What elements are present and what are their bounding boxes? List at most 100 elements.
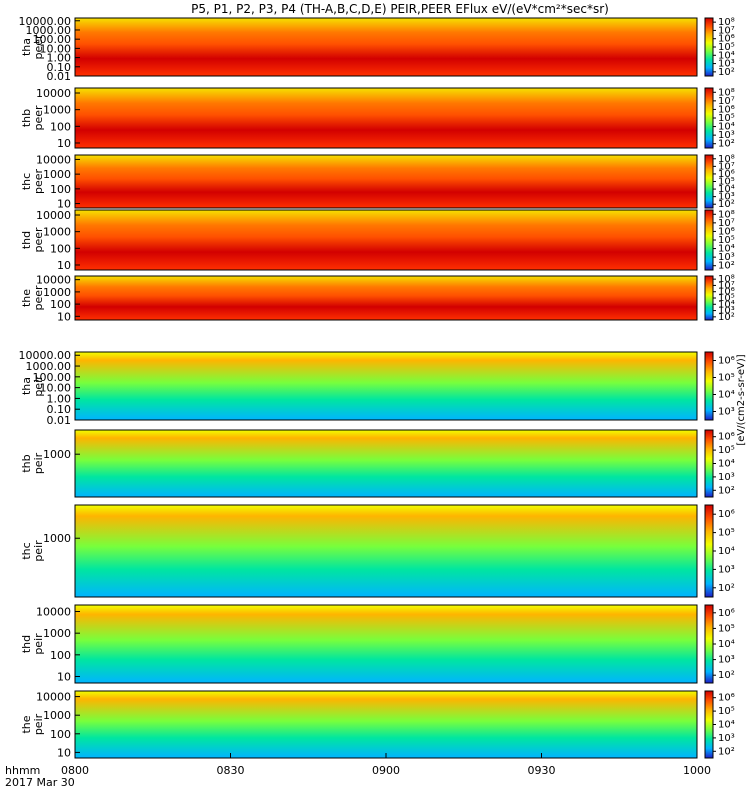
colorbar-tick-label: 10⁴: [718, 639, 735, 650]
colorbar-tick-label: 10⁷: [718, 280, 735, 291]
spectrogram-tha-peir: [75, 352, 697, 420]
y-axis-species: peer: [32, 285, 45, 311]
colorbar-tick-label: 10⁵: [718, 528, 735, 539]
colorbar-tick-label: 10⁸: [718, 17, 735, 28]
y-tick-label: 100: [50, 120, 71, 133]
colorbar-tick-label: 10⁵: [718, 445, 735, 456]
colorbar: [704, 209, 714, 271]
colorbar-tick-label: 10²: [718, 199, 735, 210]
colorbar-tick-label: 10⁷: [718, 25, 735, 36]
y-tick-label: 100.00: [33, 33, 72, 46]
y-tick-label: 1000: [43, 286, 71, 299]
colorbar-tick-label: 10²: [718, 583, 735, 594]
y-tick-label: 100.00: [33, 371, 72, 384]
colorbar-tick-label: 10²: [718, 261, 735, 272]
spectrogram-thb-peir: [75, 430, 697, 497]
panel-the-peir: 10000 1000 100 10 the peir 10⁶ 10⁵ 10⁴ 10³ 10²: [20, 690, 735, 759]
colorbar: [704, 429, 714, 498]
colorbar-tick-label: 10³: [718, 59, 735, 70]
colorbar-tick-label: 10³: [718, 564, 735, 575]
colorbar-tick-label: 10³: [718, 407, 735, 418]
colorbar-tick-label: 10⁵: [718, 235, 735, 246]
colorbar-tick-label: 10⁴: [718, 546, 735, 557]
panel-thb-peir: 1000 thb peir 10⁶ 10⁵ 10⁴ 10³ 10²: [20, 429, 735, 498]
colorbar-tick-label: 10³: [718, 130, 735, 141]
colorbar-tick-label: 10⁶: [718, 287, 735, 298]
colorbar-tick-label: 10⁵: [718, 177, 735, 188]
y-axis-species: peir: [32, 375, 45, 397]
colorbar-tick-label: 10⁷: [718, 218, 735, 229]
colorbar-tick-label: 10²: [718, 746, 735, 757]
colorbar: [704, 275, 714, 321]
panels: 10000.001000.00100.0010.001.000.100.01th…: [19, 15, 735, 760]
colorbar-tick-label: 10³: [718, 192, 735, 203]
spectrogram-thc-peir: [75, 505, 697, 597]
panel-frame: [74, 275, 698, 321]
panel-thd-peir: 10000 1000 100 10 thd peir 10⁶ 10⁵ 10⁴ 10³ 10²: [20, 604, 735, 684]
colorbar-tick-label: 10⁶: [718, 169, 735, 180]
y-axis-probe: tha: [20, 38, 33, 56]
xaxis-label-date: 2017 Mar 30: [5, 776, 75, 789]
x-tick-label: 0900: [372, 764, 400, 777]
colorbar-tick-label: 10⁶: [718, 693, 735, 704]
y-axis-probe: thb: [20, 454, 33, 472]
y-tick-label: 100: [50, 242, 71, 255]
y-axis-species: peir: [32, 713, 45, 735]
y-tick-label: 1000.00: [26, 360, 72, 373]
colorbar-tick-label: 10⁴: [718, 720, 735, 731]
y-tick-label: 1.00: [47, 52, 72, 65]
panel-frame: [74, 17, 698, 77]
y-tick-label: 0.10: [47, 403, 72, 416]
x-tick-label: 0800: [61, 764, 89, 777]
y-tick-label: 10: [57, 198, 71, 211]
colorbar: [704, 87, 714, 149]
colorbar-tick-label: 10⁴: [718, 50, 735, 61]
y-tick-label: 1000: [43, 709, 71, 722]
colorbar-tick-label: 10³: [718, 733, 735, 744]
y-tick-label: 10000.00: [19, 349, 72, 362]
y-tick-label: 10: [57, 259, 71, 272]
colorbar-tick-label: 10³: [718, 655, 735, 666]
colorbar-tick-label: 10⁶: [718, 509, 735, 520]
panel-thc-peer: 10000 1000 100 10 thc peer 10⁸10⁷10⁶10⁵10⁴10³1…: [20, 153, 735, 210]
y-tick-label: 10: [57, 746, 71, 759]
spectrogram-tha-peer: [75, 18, 697, 76]
y-axis-probe: tha: [20, 377, 33, 395]
y-tick-label: 1000: [43, 226, 71, 239]
panel-thc-peir: 1000 thc peir 10⁶ 10⁵ 10⁴ 10³ 10²: [20, 504, 735, 598]
spectrogram-thc-peer: [75, 155, 697, 208]
y-tick-label: 1000: [43, 104, 71, 117]
y-tick-label: 0.01: [47, 414, 72, 427]
colorbar: [704, 604, 714, 684]
y-axis-probe: the: [20, 289, 33, 307]
colorbar-tick-label: 10⁸: [718, 154, 735, 165]
colorbar-tick-label: 10⁴: [718, 299, 735, 310]
colorbar-tick-label: 10⁸: [718, 209, 735, 220]
y-axis-species: peer: [32, 34, 45, 60]
time-axis: 0800 0830 0900 0930 1000: [61, 753, 711, 777]
colorbar-tick-label: 10⁷: [718, 96, 735, 107]
y-tick-label: 1000.00: [26, 24, 72, 37]
colorbar-tick-label: 10²: [718, 485, 735, 496]
y-tick-label: 100: [50, 298, 71, 311]
y-tick-label: 10.00: [40, 42, 72, 55]
colorbar-tick-label: 10³: [718, 252, 735, 263]
y-axis-species: peer: [32, 169, 45, 195]
colorbar-tick-label: 10⁴: [718, 122, 735, 133]
panel-frame: [74, 87, 698, 149]
y-axis-species: peer: [32, 227, 45, 253]
spectrogram-the-peir: [75, 691, 697, 758]
colorbar-tick-label: 10³: [718, 472, 735, 483]
colorbar-tick-label: 10⁶: [718, 432, 735, 443]
xaxis-label-hhmm: hhmm: [5, 764, 40, 777]
colorbar: [704, 154, 714, 209]
y-tick-label: 10.00: [40, 382, 72, 395]
y-tick-label: 10: [57, 670, 71, 683]
colorbar-tick-label: 10²: [718, 67, 735, 78]
y-axis-species: peir: [32, 452, 45, 474]
colorbar-tick-label: 10⁶: [718, 104, 735, 115]
y-tick-label: 1000: [43, 532, 71, 545]
colorbar-tick-label: 10²: [718, 312, 735, 323]
y-axis-probe: thc: [20, 542, 33, 559]
